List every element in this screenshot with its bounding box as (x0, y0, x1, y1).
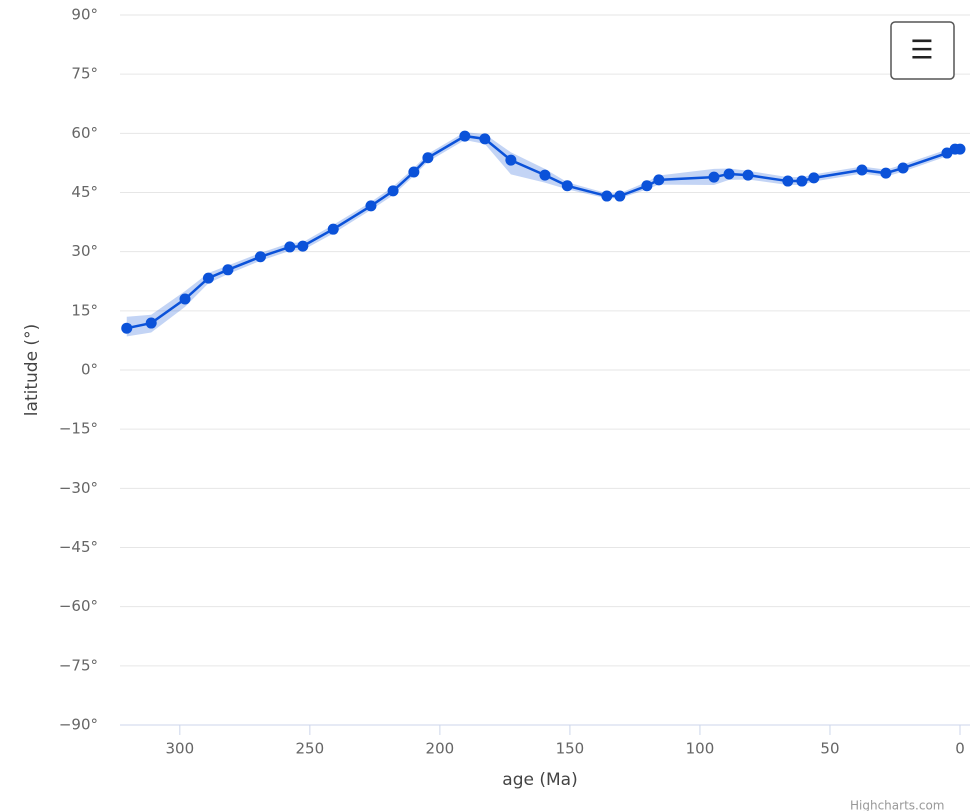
y-tick-label: −15° (59, 420, 98, 438)
x-tick-label: 150 (556, 740, 585, 758)
point (254, 251, 266, 263)
point (365, 200, 377, 212)
credit[interactable]: Highcharts.com (850, 799, 944, 811)
y-tick-label: −60° (59, 597, 98, 615)
point (327, 223, 339, 235)
point (121, 322, 133, 334)
point (880, 167, 892, 179)
point (723, 168, 735, 180)
point (641, 180, 653, 192)
point (796, 175, 808, 187)
point (742, 169, 754, 181)
line (126, 134, 960, 330)
point (897, 162, 909, 174)
x-tick-label: 0 (955, 740, 965, 758)
x-axis-title: age (Ma) (502, 770, 577, 790)
x-tick-label: 50 (820, 740, 839, 758)
point (297, 240, 309, 252)
point (387, 185, 399, 197)
point (782, 175, 794, 187)
menu-icon[interactable]: ☰ (910, 36, 933, 66)
point (601, 190, 613, 202)
point (856, 164, 868, 176)
y-tick-label: 0° (81, 361, 98, 379)
point (708, 171, 720, 183)
menu-button[interactable] (890, 21, 955, 80)
y-tick-label: −45° (59, 538, 98, 556)
point (561, 180, 573, 192)
point (145, 317, 157, 329)
point (954, 143, 966, 155)
y-tick-label: 60° (71, 124, 98, 142)
x-tick-label: 200 (426, 740, 455, 758)
x-tick-label: 250 (296, 740, 325, 758)
x-tick-label: 100 (686, 740, 715, 758)
y-tick-label: 75° (71, 65, 98, 83)
point (808, 172, 820, 184)
y-tick-label: 90° (71, 6, 98, 24)
y-tick-label: −30° (59, 479, 98, 497)
point (479, 133, 491, 145)
point (202, 272, 214, 284)
y-axis-title: latitude (°) (22, 324, 42, 416)
y-tick-label: 30° (71, 242, 98, 260)
point (179, 293, 191, 305)
range-band (126, 132, 961, 337)
point (614, 190, 626, 202)
y-tick-label: −75° (59, 656, 98, 674)
point (284, 241, 296, 253)
point (653, 174, 665, 186)
point (222, 264, 234, 276)
y-tick-label: −90° (59, 716, 98, 734)
point (539, 169, 551, 181)
y-tick-label: 15° (71, 301, 98, 319)
y-tick-label: 45° (71, 183, 98, 201)
point (459, 130, 471, 142)
point (422, 152, 434, 164)
point (505, 154, 517, 166)
x-tick-label: 300 (165, 740, 194, 758)
point (408, 166, 420, 178)
